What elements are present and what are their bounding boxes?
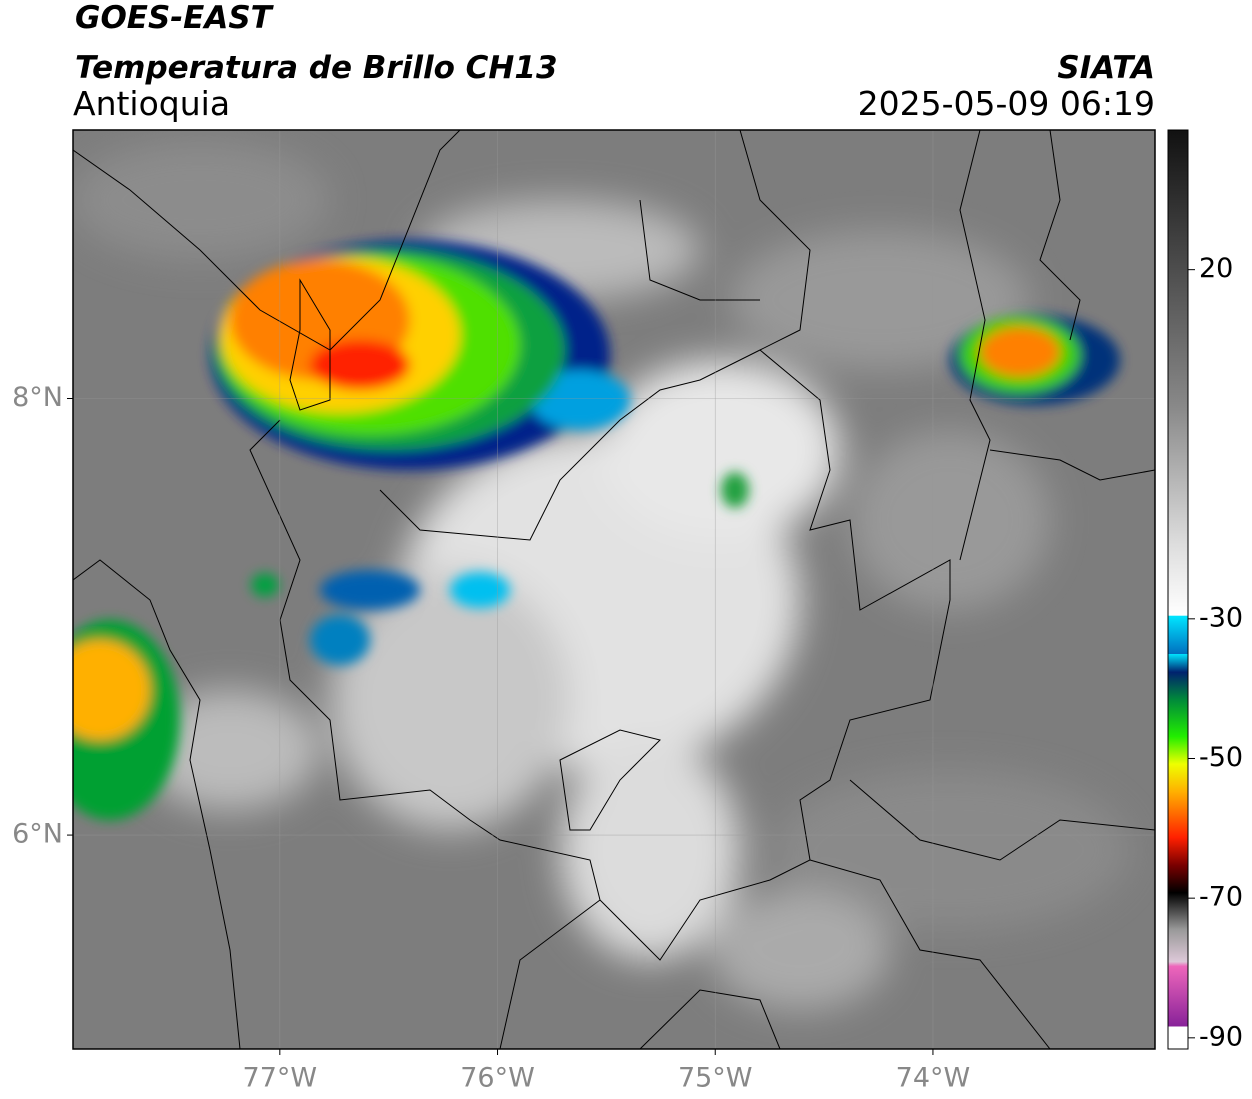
timestamp: 2025-05-09 06:19 xyxy=(858,84,1155,123)
colorbar xyxy=(1167,129,1189,1050)
x-tick-label: 75°W xyxy=(678,1063,753,1094)
y-tick-label: 6°N xyxy=(12,819,63,850)
colorbar-label: -30 xyxy=(1199,602,1243,633)
map-frame xyxy=(72,129,1156,1050)
colorbar-label: -70 xyxy=(1199,882,1243,913)
subtitle: Temperatura de Brillo CH13 xyxy=(75,50,558,86)
x-tick-label: 77°W xyxy=(243,1063,318,1094)
region: Antioquia xyxy=(73,84,230,123)
title: GOES-EAST xyxy=(75,0,275,36)
colorbar-label: -90 xyxy=(1199,1021,1243,1052)
colorbar-label: -50 xyxy=(1199,742,1243,773)
colorbar-label: 20 xyxy=(1199,253,1233,284)
source: SIATA xyxy=(1057,50,1155,86)
y-tick-label: 8°N xyxy=(12,382,63,413)
borders xyxy=(73,130,1155,1049)
x-tick-label: 76°W xyxy=(460,1063,535,1094)
x-tick-label: 74°W xyxy=(896,1063,971,1094)
satellite-image xyxy=(73,130,1155,1049)
